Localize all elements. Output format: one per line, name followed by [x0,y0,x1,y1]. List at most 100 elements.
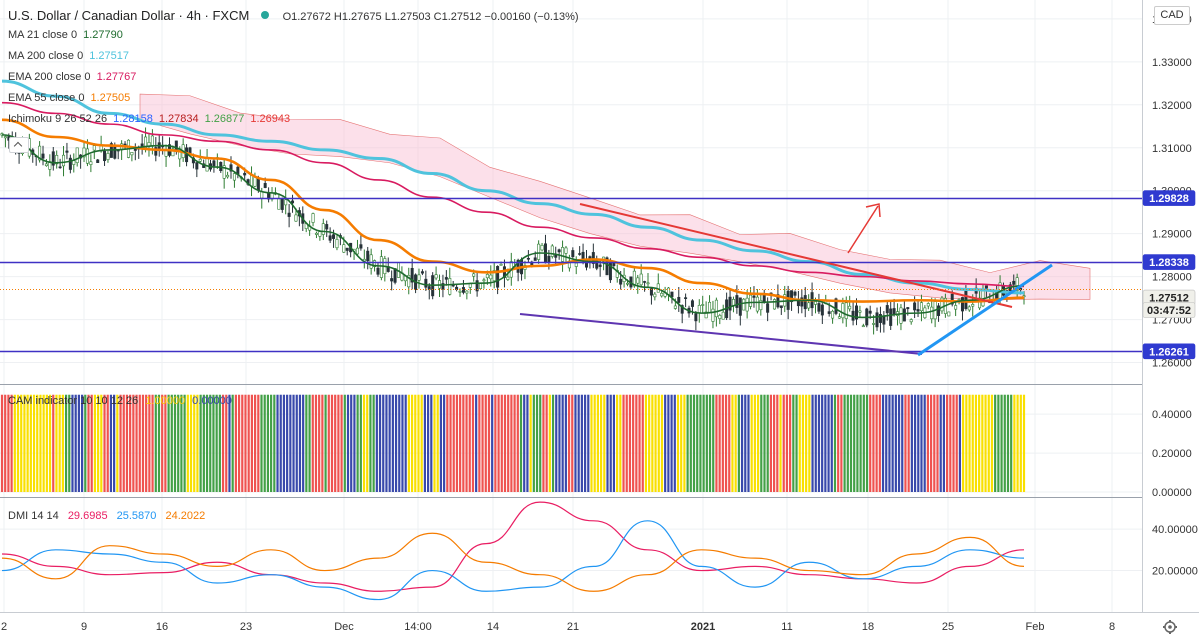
horizontal-levels[interactable] [0,197,1142,353]
downtrend-support-line[interactable] [519,313,923,355]
collapse-legend-button[interactable] [9,137,29,153]
candle-body[interactable] [608,263,612,281]
candle-body[interactable] [390,278,394,282]
candle-body[interactable] [827,311,831,314]
candle-body[interactable] [195,162,199,170]
candle-body[interactable] [424,278,428,288]
candle-body[interactable] [875,312,879,328]
candle-body[interactable] [458,290,462,293]
candle-body[interactable] [947,311,951,317]
candle-body[interactable] [940,297,944,312]
candle-body[interactable] [379,256,383,278]
candle-body[interactable] [711,308,715,322]
candle-body[interactable] [328,235,332,241]
ma-line-ema-200[interactable] [1,101,1025,288]
candle-body[interactable] [256,178,260,191]
candle-body[interactable] [844,302,848,319]
trend-drawings[interactable] [0,203,1142,357]
candle-body[interactable] [677,296,681,303]
candle-body[interactable] [472,273,476,277]
candle-body[interactable] [407,275,411,288]
indicator-legend-row[interactable]: Ichimoku 9 26 52 26 1.28158 1.27834 1.26877… [8,113,290,125]
candle-body[interactable] [205,157,209,172]
candle-body[interactable] [332,234,336,239]
candle-body[interactable] [591,252,595,264]
candle-body[interactable] [482,279,486,282]
candle-body[interactable] [92,145,96,151]
indicator-legend-row[interactable]: EMA 200 close 0 1.27767 [8,71,136,83]
candle-body[interactable] [649,288,653,296]
candle-body[interactable] [950,293,954,305]
candle-body[interactable] [516,259,520,273]
candle-body[interactable] [75,147,79,163]
candle-body[interactable] [902,308,906,322]
candle-body[interactable] [837,316,841,319]
candle-body[interactable] [926,303,930,307]
candle-body[interactable] [967,306,971,311]
candle-body[interactable] [697,305,701,313]
candle-body[interactable] [752,295,756,298]
candle-body[interactable] [643,281,647,283]
candle-body[interactable] [3,136,7,139]
candle-body[interactable] [321,223,325,235]
candle-body[interactable] [793,291,797,296]
candle-body[interactable] [632,270,636,287]
candle-body[interactable] [831,310,835,319]
dmi-line[interactable] [1,520,1025,601]
candle-body[interactable] [878,314,882,323]
candle-body[interactable] [646,282,650,285]
candle-body[interactable] [892,308,896,315]
candle-body[interactable] [673,305,677,309]
candle-body[interactable] [376,267,380,275]
candle-body[interactable] [971,304,975,307]
time-scale[interactable]: 2 9 16 23 Dec 14:00 14 21 2021 11 18 25 Feb 8 [1,621,1115,633]
candle-body[interactable] [366,250,370,262]
candle-body[interactable] [718,315,722,319]
candle-body[interactable] [598,264,602,267]
candle-body[interactable] [639,273,643,286]
candle-body[interactable] [277,198,281,210]
candle-body[interactable] [626,282,630,285]
candle-body[interactable] [772,299,776,310]
moving-average-lines[interactable] [1,79,1025,319]
candle-body[interactable] [882,315,886,325]
candle-body[interactable] [294,214,298,222]
candle-body[interactable] [485,274,489,279]
candle-body[interactable] [913,302,917,311]
candle-body[interactable] [721,311,725,320]
indicator-legend-row[interactable]: MA 200 close 0 1.27517 [8,50,129,62]
candle-body[interactable] [820,304,824,316]
candle-body[interactable] [359,244,363,249]
candle-body[interactable] [232,173,236,181]
dmi-line[interactable] [1,532,1025,592]
candle-body[interactable] [660,292,664,297]
candle-body[interactable] [800,297,804,307]
candle-body[interactable] [704,311,708,319]
candle-body[interactable] [291,200,295,204]
candle-body[interactable] [96,159,100,163]
candle-body[interactable] [1012,280,1016,285]
candle-body[interactable] [537,243,541,260]
candle-body[interactable] [287,212,291,217]
candle-body[interactable] [834,298,838,314]
candle-body[interactable] [574,262,578,267]
candle-body[interactable] [817,303,821,312]
candle-body[interactable] [653,293,657,298]
candle-body[interactable] [540,245,544,251]
candle-body[interactable] [738,297,742,316]
candle-body[interactable] [318,231,322,237]
candle-body[interactable] [550,245,554,257]
candle-body[interactable] [554,255,558,258]
candle-body[interactable] [937,305,941,316]
candle-body[interactable] [284,199,288,206]
candle-body[interactable] [174,140,178,151]
candle-body[interactable] [728,296,732,311]
candle-body[interactable] [89,161,93,165]
candle-body[interactable] [984,285,988,289]
candle-body[interactable] [557,249,561,253]
candle-body[interactable] [749,294,753,307]
candle-body[interactable] [345,247,349,251]
candle-body[interactable] [930,306,934,320]
candle-body[interactable] [978,297,982,309]
